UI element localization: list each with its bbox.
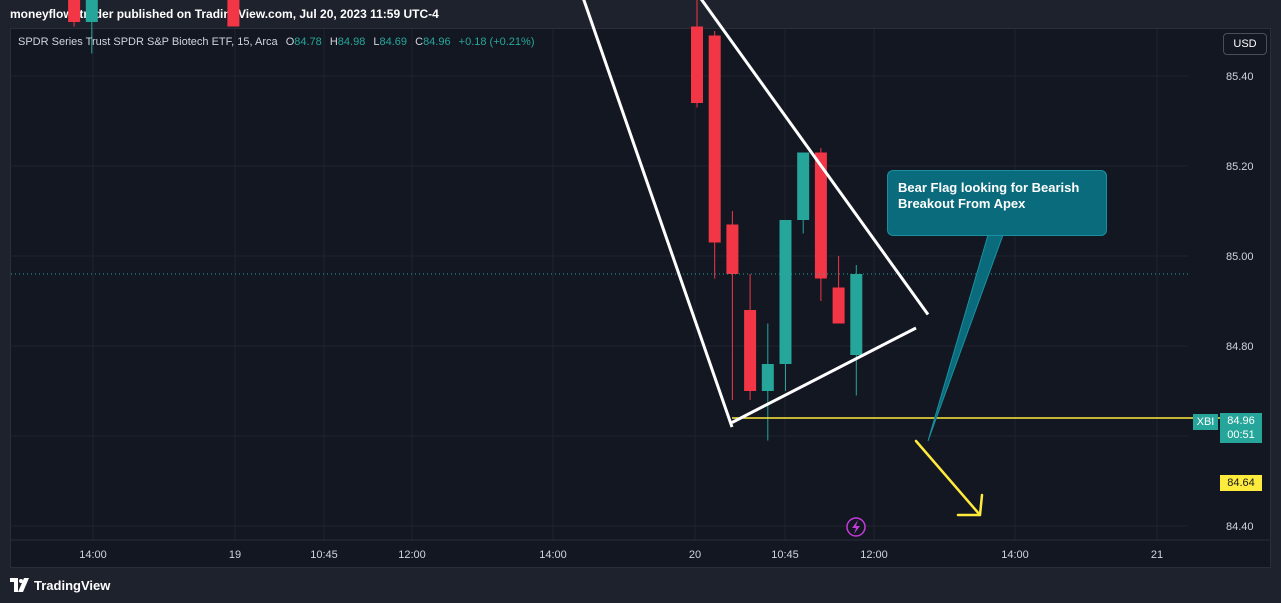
y-tick-label: 85.40 [1226,71,1254,83]
upper-flag-trendline [699,0,930,316]
x-tick-label: 10:45 [310,549,338,561]
currency-button[interactable]: USD [1223,33,1267,55]
tradingview-logo-icon [10,578,29,592]
candle-body [832,287,845,324]
candle-body [68,0,81,22]
y-tick-label: 85.20 [1226,161,1254,173]
lower-flag-trendline [731,326,917,424]
x-tick-label: 19 [229,549,241,561]
x-tick-label: 14:00 [79,549,107,561]
price-axis: 86.8086.6086.4086.2086.0085.8085.6085.40… [1226,71,1254,533]
candle-body [85,0,98,22]
x-tick-label: 21 [1151,549,1163,561]
candle-body [761,364,774,391]
current-price-tag: 84.96 00:51 [1220,413,1262,443]
chart-frame[interactable] [10,28,1271,568]
x-tick-label: 12:00 [398,549,426,561]
level-price-tag: 84.64 [1220,475,1262,491]
grid-lines [11,29,1188,540]
candle-body [708,35,721,243]
y-tick-label: 84.80 [1226,341,1254,353]
open-value: 84.78 [294,36,322,48]
candle-body [227,0,240,27]
x-tick-label: 12:00 [860,549,888,561]
x-tick-label: 14:00 [1001,549,1029,561]
footer-brand: TradingView [34,577,111,593]
close-value: 84.96 [423,36,451,48]
open-label: O [285,36,295,48]
low-label: L [373,36,380,48]
candles-layer [68,0,863,441]
candle-body [797,152,810,220]
candle-body [726,224,739,274]
high-label: H [329,36,338,48]
x-tick-label: 10:45 [771,549,799,561]
low-value: 84.69 [379,36,408,48]
header-bar: moneyflow_trader published on TradingVie… [0,0,1281,28]
close-label: C [415,36,424,48]
footer: TradingView [10,576,110,594]
breakout-arrow [914,439,984,517]
candle-body [744,310,757,391]
y-tick-label: 84.40 [1226,521,1254,533]
countdown-value: 00:51 [1227,429,1255,441]
lightning-bolt [852,520,860,534]
candle-body [814,152,827,279]
candle-body [850,274,863,355]
candle-body [691,26,703,103]
high-value: 84.98 [337,36,366,48]
annotation-callout[interactable]: Bear Flag looking for Bearish Breakout F… [887,170,1107,236]
drawing-overlays [11,0,1270,541]
callout-pointer [927,234,1004,442]
symbol-name: SPDR Series Trust SPDR S&P Biotech ETF, … [18,36,278,48]
flagpole-trendline [582,0,734,428]
ticker-tag: XBI [1193,414,1218,430]
x-tick-label: 14:00 [539,549,567,561]
candle-body [779,220,792,364]
current-price-value: 84.96 [1227,415,1255,427]
x-tick-label: 20 [689,549,701,561]
time-axis: 14:00 19 10:45 12:00 14:00 20 10:45 12:00 14:00 2… [79,549,1163,561]
publisher-line: moneyflow_trader published on TradingVie… [10,7,439,21]
change-value: +0.18 (+0.21%) [458,36,535,48]
y-tick-label: 85.00 [1226,251,1254,263]
symbol-legend: SPDR Series Trust SPDR S&P Biotech ETF, … [18,36,535,48]
